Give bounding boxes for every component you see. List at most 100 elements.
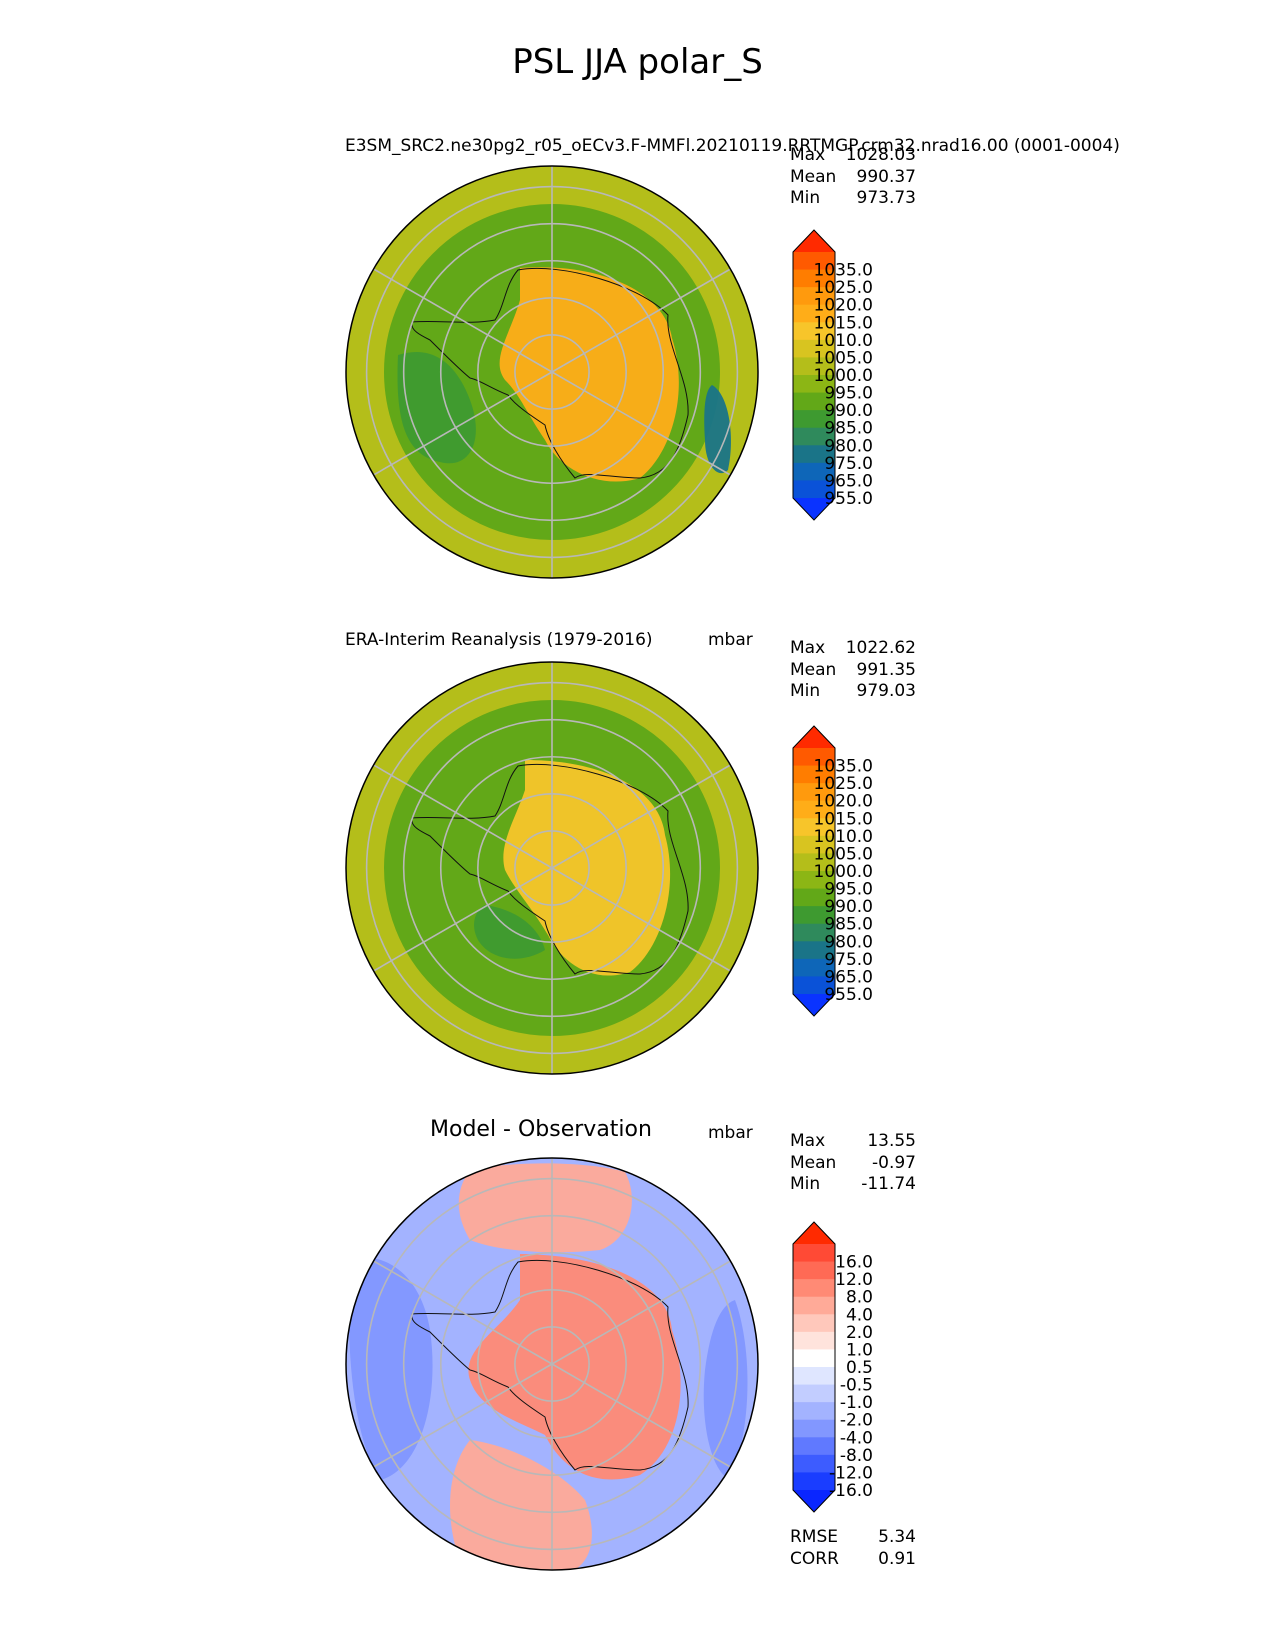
colorbar-tick-label: -2.0 [840, 1411, 873, 1431]
colorbar-segment [793, 976, 835, 995]
colorbar-segment [793, 304, 835, 323]
colorbar-segment [793, 322, 835, 341]
colorbar-segment [793, 1402, 835, 1421]
colorbar-segment [793, 1367, 835, 1386]
colorbar-tick-label: 975.0 [824, 950, 873, 970]
colorbar-segment [793, 1314, 835, 1333]
colorbar-segment [793, 375, 835, 394]
colorbar-segment [793, 462, 835, 481]
colorbar-tick-label: 1025.0 [814, 278, 873, 298]
stat-mean: Mean 990.37 [790, 166, 916, 187]
map-boundary [345, 661, 759, 1075]
coastline [411, 1259, 689, 1471]
region-southwest-negative [348, 1257, 433, 1480]
panel-2-stats: Max 1022.62 Mean 991.35 Min 979.03 [790, 638, 916, 703]
colorbar-outline [792, 1221, 836, 1513]
region-atlantic-positive [450, 1440, 592, 1570]
colorbar-extend-max [793, 726, 835, 748]
coastline [411, 763, 689, 975]
colorbar-segment [793, 1349, 835, 1368]
colorbar-outline [792, 725, 836, 1017]
colorbar-tick-label: -0.5 [840, 1376, 873, 1396]
colorbar-tick-label: 985.0 [824, 915, 873, 935]
colorbar-tick-label: 1000.0 [814, 366, 873, 386]
map-boundary [345, 1157, 759, 1571]
stat-min: Min 973.73 [790, 188, 916, 208]
colorbar-tick-label: 990.0 [824, 897, 873, 917]
colorbar-segment [793, 357, 835, 376]
colorbar-segment [793, 392, 835, 411]
colorbar-tick-label: 1015.0 [814, 809, 873, 829]
colorbar-segment [793, 1437, 835, 1456]
colorbar-extend-min [793, 1490, 835, 1512]
colorbar-segment [793, 1331, 835, 1350]
colorbar-segment [793, 1384, 835, 1403]
colorbar-segment [793, 269, 835, 288]
panel-1-stats: Max 1028.03 Mean 990.37 Min 973.73 [790, 145, 916, 210]
map-boundary [345, 165, 759, 579]
colorbar-tick-label: 955.0 [824, 489, 873, 509]
colorbar-tick-label: 4.0 [846, 1305, 873, 1325]
colorbar-segment [793, 958, 835, 977]
colorbar-tick-label: 1020.0 [814, 792, 873, 812]
colorbar-tick-label: -4.0 [840, 1428, 873, 1448]
colorbar-segment [793, 800, 835, 819]
region-pacific-positive [458, 1163, 632, 1253]
colorbar-segment [793, 1296, 835, 1315]
region-antarctic-positive [468, 1254, 681, 1480]
colorbar-1: 1035.01025.01020.01015.01010.01005.01000… [792, 229, 873, 521]
colorbar-tick-label: 990.0 [824, 401, 873, 421]
colorbar-segment [793, 941, 835, 960]
colorbar-segment [793, 427, 835, 446]
polar-map-panel-1 [345, 165, 759, 579]
graticule [365, 166, 739, 578]
colorbar-segment [793, 853, 835, 872]
colorbar-tick-label: 1010.0 [814, 331, 873, 351]
colorbar-tick-label: 1000.0 [814, 862, 873, 882]
region-west-low [474, 905, 545, 959]
colorbar-extend-min [793, 498, 835, 520]
colorbar-tick-label: 2.0 [846, 1323, 873, 1343]
colorbar-tick-label: -12.0 [829, 1463, 873, 1483]
colorbar-tick-label: 1025.0 [814, 774, 873, 794]
colorbar-tick-label: 995.0 [824, 880, 873, 900]
colorbar-extend-max [793, 230, 835, 252]
panel-3-title: Model - Observation [430, 1117, 652, 1142]
colorbar-tick-label: 985.0 [824, 419, 873, 439]
colorbar-segment [793, 765, 835, 784]
colorbar-tick-label: 995.0 [824, 384, 873, 404]
colorbar-segment [793, 1244, 835, 1263]
colorbar-segment [793, 923, 835, 942]
colorbar-segment [793, 888, 835, 907]
panel-2-title: ERA-Interim Reanalysis (1979-2016) [345, 630, 653, 650]
colorbar-tick-label: 980.0 [824, 932, 873, 952]
colorbar-tick-label: 1015.0 [814, 313, 873, 333]
colorbar-3: 16.012.08.04.02.01.00.5-0.5-1.0-2.0-4.0-… [792, 1221, 873, 1513]
panel-1-title: E3SM_SRC2.ne30pg2_r05_oECv3.F-MMFl.20210… [345, 136, 1120, 156]
colorbar-segment [793, 287, 835, 306]
colorbar-tick-label: 1010.0 [814, 827, 873, 847]
colorbar-segment [793, 1261, 835, 1280]
colorbar-segment [793, 748, 835, 767]
colorbar-tick-label: 1020.0 [814, 296, 873, 316]
colorbar-segment [793, 835, 835, 854]
stat-mean: Mean -0.97 [790, 1152, 916, 1173]
stat-max: Max 1028.03 [790, 145, 916, 165]
colorbar-tick-label: -1.0 [840, 1393, 873, 1413]
panel-3-stats: Max 13.55 Mean -0.97 Min -11.74 [790, 1131, 916, 1196]
colorbar-segment [793, 1279, 835, 1298]
region-east-low [704, 385, 732, 474]
polar-map-panel-3 [345, 1157, 759, 1571]
stat-max: Max 13.55 [790, 1131, 916, 1151]
colorbar-tick-label: 980.0 [824, 436, 873, 456]
colorbar-extend-max [793, 1222, 835, 1244]
colorbar-segment [793, 783, 835, 802]
colorbar-tick-label: 16.0 [835, 1253, 873, 1273]
metric-rmse: RMSE 5.34 [790, 1527, 916, 1547]
graticule [365, 662, 739, 1074]
colorbar-tick-label: 0.5 [846, 1358, 873, 1378]
colorbar-segment [793, 445, 835, 464]
colorbar-tick-label: 12.0 [835, 1270, 873, 1290]
colorbar-segment [793, 339, 835, 358]
